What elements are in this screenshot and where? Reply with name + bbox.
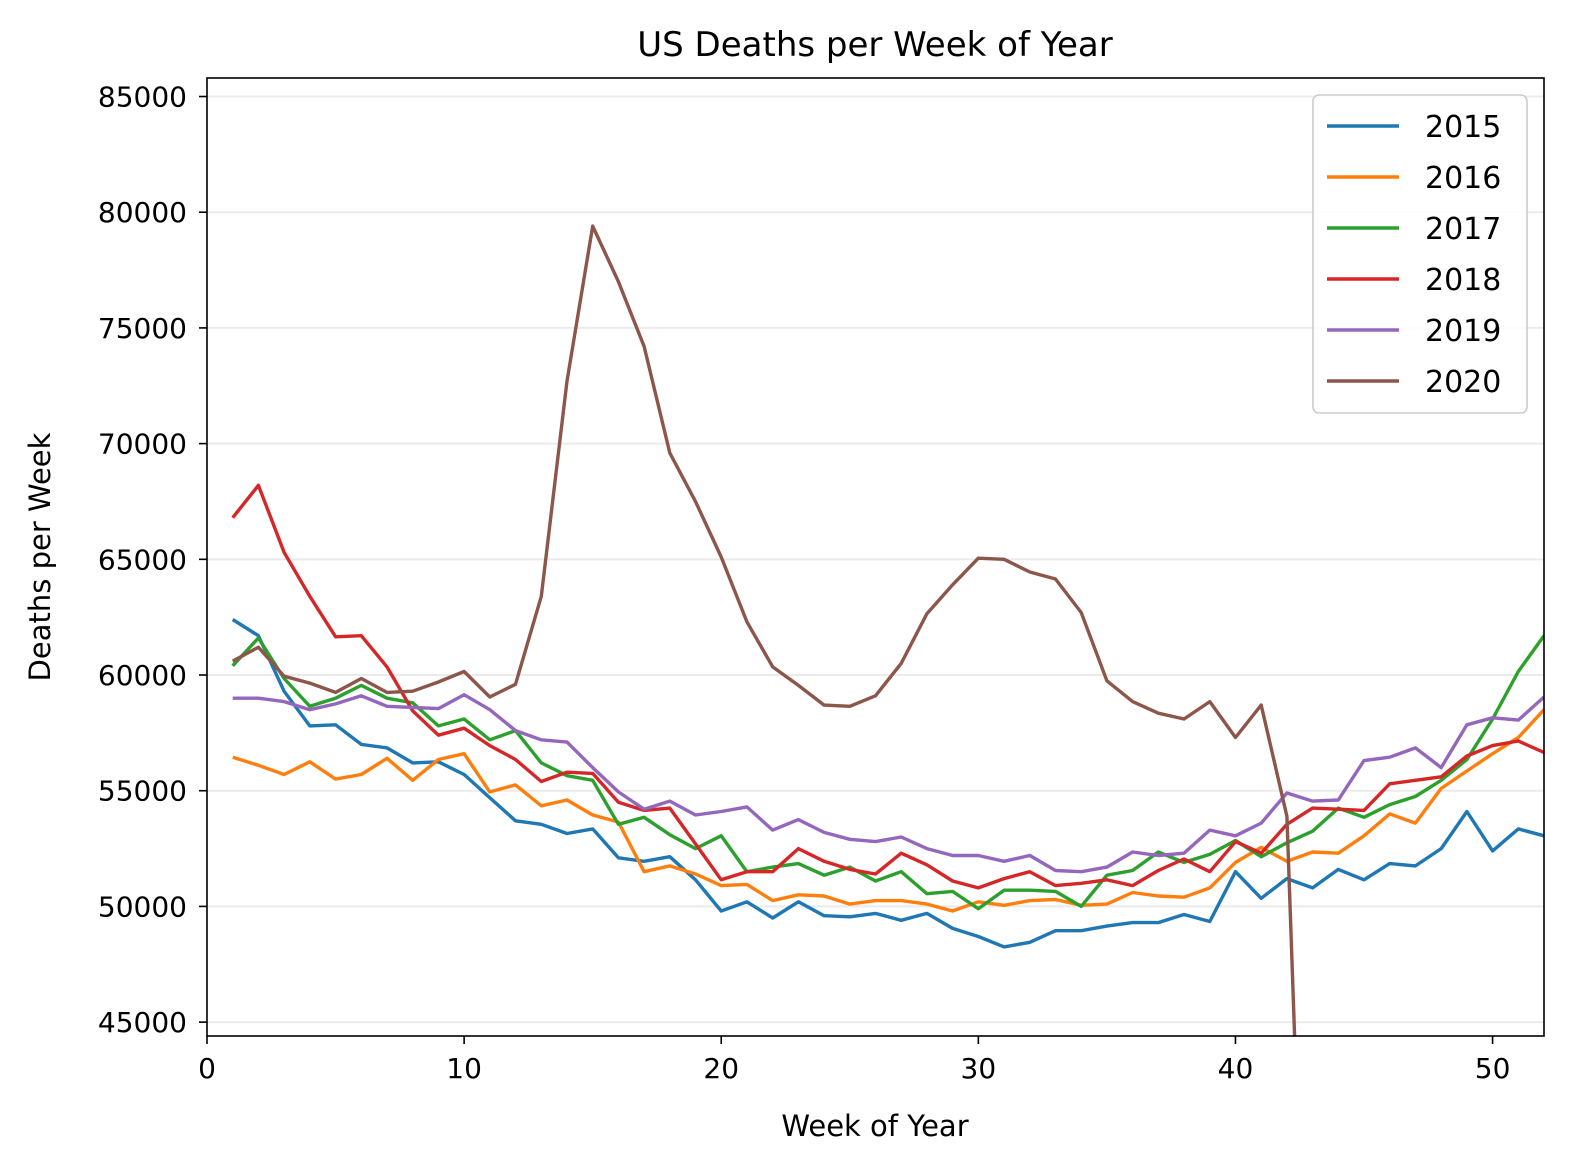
legend-box (1312, 94, 1528, 414)
y-axis: 45000 50000 55000 60000 65000 70000 75000 80000… (98, 81, 207, 1039)
plot-area (231, 224, 1544, 1036)
y-axis-label: Deaths per Week (23, 432, 57, 681)
x-tick-label-1: 10 (446, 1052, 482, 1085)
y-tick-label-5: 70000 (98, 428, 187, 461)
series-line-2016 (232, 708, 1544, 913)
y-tick-label-7: 80000 (98, 196, 187, 229)
legend-label-2016: 2016 (1425, 161, 1501, 196)
series-line-2015 (231, 618, 1544, 949)
legend-label-2020: 2020 (1425, 365, 1501, 400)
y-tick-label-0: 45000 (98, 1006, 187, 1039)
legend-label-2019: 2019 (1425, 314, 1501, 349)
x-tick-label-5: 50 (1475, 1052, 1511, 1085)
legend-label-2017: 2017 (1425, 212, 1501, 247)
axes-frame (206, 77, 1545, 1037)
y-tick-label-2: 55000 (98, 775, 187, 808)
x-tick-label-2: 20 (703, 1052, 739, 1085)
y-tick-label-4: 65000 (98, 543, 187, 576)
series-line-2020 (231, 224, 1297, 1036)
chart-title: US Deaths per Week of Year (637, 25, 1112, 65)
x-axis: 0 10 20 30 40 50 (198, 1036, 1510, 1085)
y-tick-label-6: 75000 (98, 312, 187, 345)
x-tick-label-4: 40 (1218, 1052, 1254, 1085)
series-line-2018 (231, 483, 1544, 890)
x-tick-label-3: 30 (961, 1052, 997, 1085)
x-axis-label: Week of Year (781, 1109, 968, 1143)
y-tick-label-3: 60000 (98, 659, 187, 692)
y-tick-label-8: 85000 (98, 81, 187, 114)
legend-label-2015: 2015 (1425, 110, 1501, 145)
y-tick-label-1: 50000 (98, 890, 187, 923)
series-line-2019 (232, 693, 1544, 874)
x-tick-label-0: 0 (198, 1052, 216, 1085)
series-line-2017 (231, 634, 1544, 911)
legend-label-2018: 2018 (1425, 263, 1501, 298)
legend: 2015 2016 2017 2018 2019 2020 (1312, 94, 1528, 414)
